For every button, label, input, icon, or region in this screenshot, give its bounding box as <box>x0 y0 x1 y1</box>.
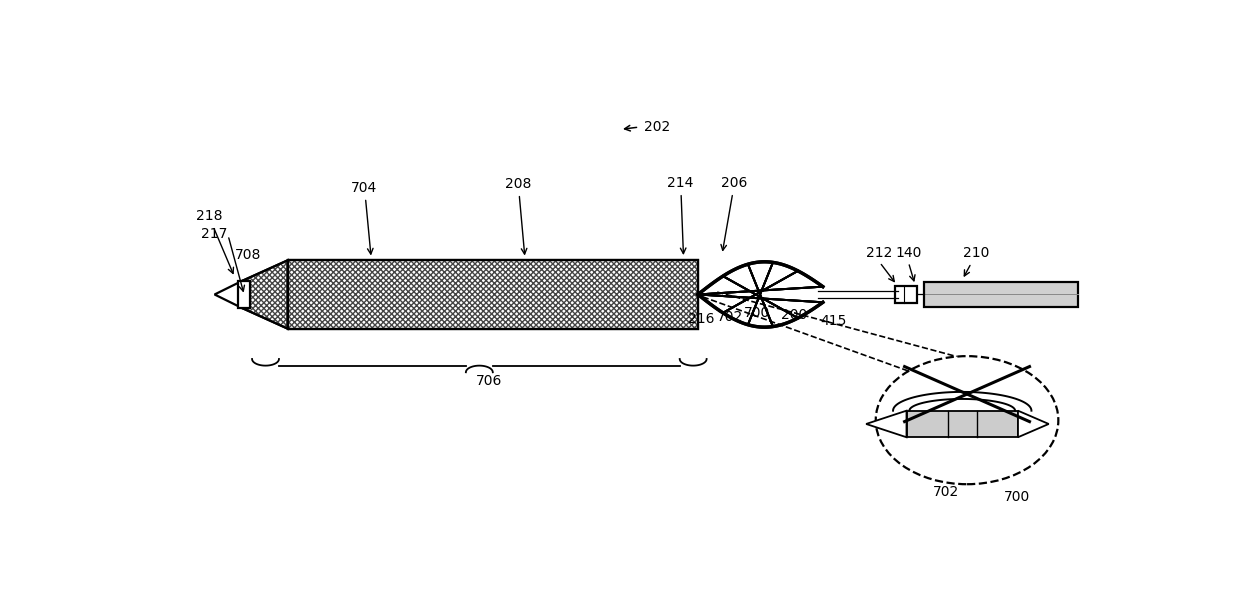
Text: 700: 700 <box>1004 490 1030 504</box>
Text: 200: 200 <box>781 308 807 322</box>
Text: 702: 702 <box>932 485 959 499</box>
Text: 140: 140 <box>895 246 921 259</box>
Text: 704: 704 <box>351 180 378 254</box>
Polygon shape <box>698 262 823 327</box>
Text: 217: 217 <box>201 227 228 241</box>
Polygon shape <box>238 281 249 308</box>
Polygon shape <box>895 286 918 303</box>
Text: 702: 702 <box>717 310 744 323</box>
Polygon shape <box>215 281 242 308</box>
Text: 210: 210 <box>963 246 990 276</box>
Text: 208: 208 <box>505 177 532 254</box>
Polygon shape <box>866 411 906 437</box>
Text: 218: 218 <box>196 209 233 274</box>
Polygon shape <box>1018 411 1049 437</box>
Polygon shape <box>288 261 698 328</box>
Polygon shape <box>906 411 1018 437</box>
Ellipse shape <box>875 356 1059 484</box>
Text: 214: 214 <box>667 176 694 254</box>
Text: 415: 415 <box>821 314 847 328</box>
Polygon shape <box>242 261 288 328</box>
Text: 206: 206 <box>720 176 748 250</box>
Text: 216: 216 <box>688 312 714 326</box>
Text: 708: 708 <box>236 248 262 262</box>
Text: 700: 700 <box>744 306 770 320</box>
Text: 212: 212 <box>867 246 893 259</box>
Text: 202: 202 <box>644 120 671 134</box>
Text: 706: 706 <box>476 373 502 387</box>
Polygon shape <box>924 282 1078 307</box>
